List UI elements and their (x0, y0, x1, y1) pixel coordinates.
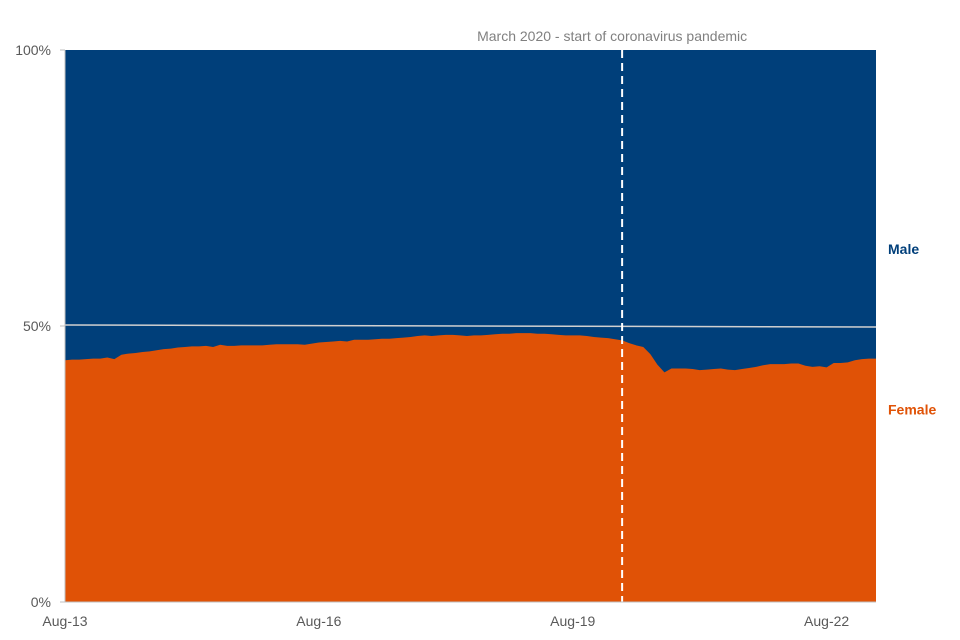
female-series-label: Female (888, 401, 936, 417)
x-tick-label: Aug-22 (804, 613, 849, 629)
axes: 0% 50% 100% Aug-13 Aug-16 Aug-19 Aug-22 (15, 42, 876, 629)
x-tick-label: Aug-13 (42, 613, 87, 629)
y-tick-label: 0% (31, 594, 51, 610)
y-tick-label: 100% (15, 42, 51, 58)
reference-line-50 (64, 324, 877, 328)
male-series-label: Male (888, 241, 919, 257)
plot-area (64, 50, 877, 602)
x-tick-label: Aug-16 (296, 613, 341, 629)
pandemic-annotation: March 2020 - start of coronavirus pandem… (477, 28, 747, 44)
y-tick-label: 50% (23, 318, 51, 334)
female-area (65, 333, 876, 602)
x-tick-label: Aug-19 (550, 613, 595, 629)
labels: March 2020 - start of coronavirus pandem… (477, 28, 936, 417)
